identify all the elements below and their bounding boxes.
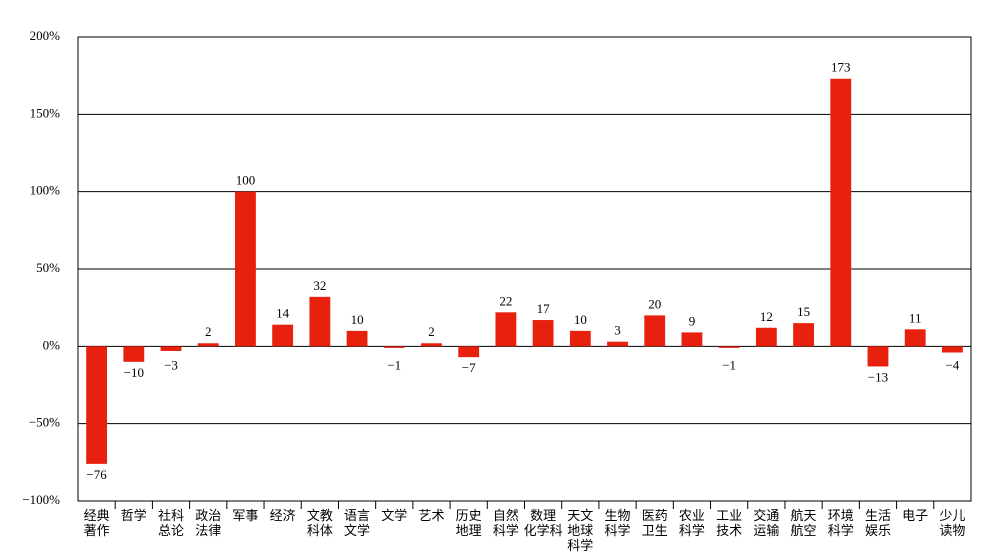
x-tick-label: 文教 科体	[306, 509, 333, 539]
x-tick-label: 哲学	[120, 509, 147, 524]
bar	[607, 341, 628, 347]
data-label: 22	[499, 293, 512, 308]
bar	[123, 346, 145, 362]
bar	[569, 330, 591, 347]
data-label: 100	[236, 173, 256, 188]
bar	[160, 346, 182, 351]
data-label: 17	[537, 301, 551, 316]
x-tick-label: 航天 航空	[790, 509, 817, 539]
bar	[644, 315, 666, 347]
data-label: 20	[648, 296, 661, 311]
x-tick-label: 天文 地球 科学	[567, 509, 594, 554]
bar	[793, 323, 814, 347]
data-label: −10	[124, 365, 144, 380]
bar	[383, 346, 405, 348]
x-tick-label: 交通 运输	[753, 509, 780, 539]
x-tick-label: 社科 总论	[158, 509, 185, 539]
bar	[718, 346, 740, 348]
x-tick-label: 经济	[269, 509, 296, 524]
x-tick-label: 文学	[381, 509, 408, 524]
x-tick-label: 军事	[232, 509, 259, 524]
data-label: 2	[428, 324, 435, 339]
bar	[272, 324, 294, 347]
bar	[309, 296, 331, 347]
x-tick-label: 历史 地理	[455, 509, 482, 539]
x-tick-label: 少儿 读物	[939, 509, 966, 539]
y-tick-label: 200%	[30, 28, 61, 43]
x-tick-label: 工业 技术	[716, 509, 743, 539]
bar	[681, 332, 703, 347]
bar	[532, 320, 554, 347]
data-label: 14	[276, 306, 290, 321]
data-label: −76	[86, 467, 107, 482]
x-tick-label: 经典 著作	[83, 509, 110, 539]
data-label: 11	[909, 310, 922, 325]
bar	[86, 346, 108, 464]
data-label: −4	[945, 357, 959, 372]
data-label: 12	[760, 309, 773, 324]
bar	[495, 312, 517, 347]
y-tick-label: 150%	[30, 105, 61, 120]
x-tick-label: 政治 法律	[195, 509, 222, 539]
x-tick-label: 医药 卫生	[641, 509, 668, 539]
data-label: −3	[164, 357, 178, 372]
bar	[421, 343, 442, 347]
x-tick-label: 自然 科学	[492, 509, 519, 539]
y-tick-label: −100%	[22, 492, 60, 507]
x-tick-label: 艺术	[418, 509, 445, 524]
data-label: 10	[351, 312, 364, 327]
data-label: 32	[313, 278, 326, 293]
bar	[235, 191, 256, 347]
x-tick-label: 数理 化学科	[523, 509, 563, 539]
bar	[346, 330, 368, 347]
data-label: 3	[614, 323, 621, 338]
data-label: −1	[387, 357, 401, 372]
data-label: −7	[462, 360, 476, 375]
data-label: 2	[205, 324, 212, 339]
bar	[941, 346, 963, 353]
data-label: −1	[722, 357, 736, 372]
bar	[867, 346, 889, 367]
y-tick-label: 100%	[30, 183, 61, 198]
data-label: 173	[831, 60, 851, 75]
x-tick-label: 农业 科学	[678, 509, 705, 539]
bar	[830, 78, 852, 347]
y-tick-label: 50%	[36, 260, 60, 275]
bar	[458, 346, 480, 358]
bar	[904, 329, 926, 347]
x-tick-label: 环境 科学	[827, 509, 854, 539]
x-tick-label: 生物 科学	[604, 509, 631, 539]
x-tick-label: 电子	[902, 509, 929, 524]
y-tick-label: −50%	[29, 415, 60, 430]
bar	[197, 343, 219, 347]
data-label: −13	[868, 369, 888, 384]
data-label: 15	[797, 304, 810, 319]
x-tick-label: 语言 文学	[344, 509, 371, 539]
data-label: 9	[689, 313, 696, 328]
bar	[755, 327, 777, 347]
x-tick-label: 生活 娱乐	[864, 509, 891, 539]
y-tick-label: 0%	[43, 337, 61, 352]
data-label: 10	[574, 312, 587, 327]
